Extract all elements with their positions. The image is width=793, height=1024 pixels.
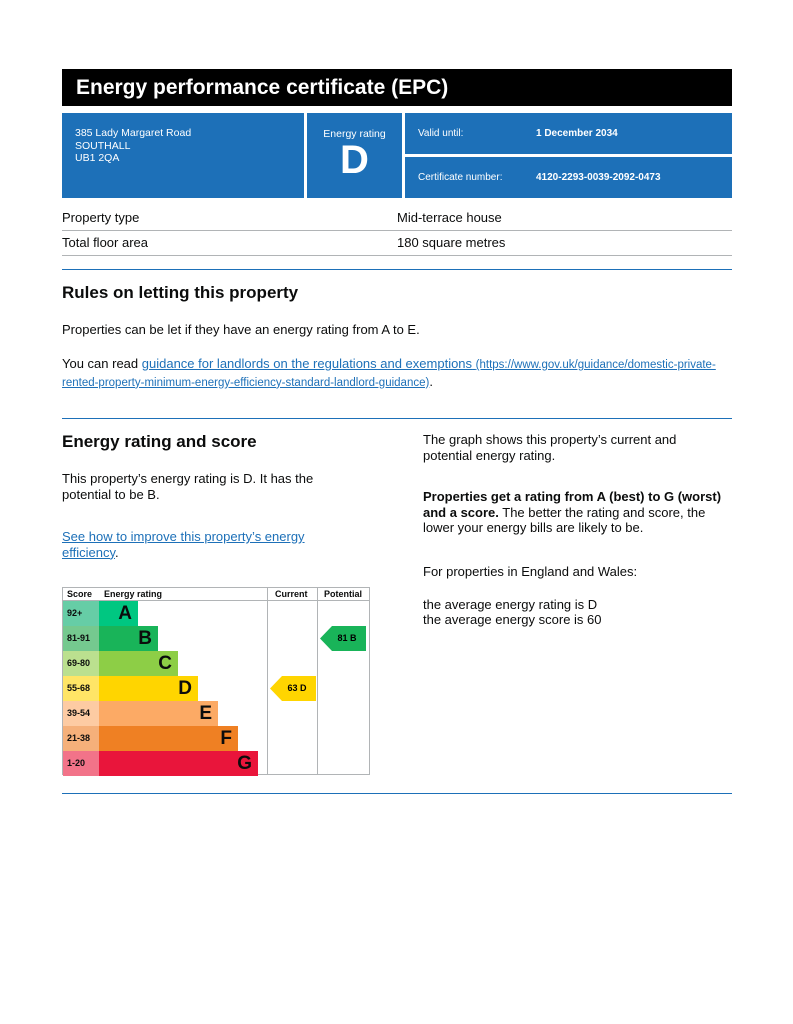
text: The better the rating and score, the low… — [423, 504, 706, 536]
energy-rating-box: Energy rating D — [307, 113, 402, 198]
score-heading: Energy rating and score — [62, 432, 257, 451]
header-divider — [63, 600, 369, 601]
row-label: Property type — [62, 210, 140, 225]
current-rating-arrow: 63 D — [270, 676, 316, 701]
score-range-E: 39-54 — [63, 701, 99, 726]
property-type-row: Property type Mid-terrace house — [62, 206, 732, 231]
address-line: 385 Lady Margaret Road — [75, 127, 192, 139]
rating-explanation: Properties get a rating from A (best) to… — [423, 489, 733, 536]
guidance-link[interactable]: guidance for landlords on the regulation… — [62, 356, 716, 389]
improve-paragraph: See how to improve this property’s energ… — [62, 529, 332, 560]
row-value: Mid-terrace house — [397, 210, 502, 225]
rating-bar-D: D — [99, 676, 198, 701]
energy-rating-value: D — [340, 138, 369, 182]
certificate-value: 4120-2293-0039-2092-0473 — [536, 172, 661, 183]
header-potential: Potential — [324, 589, 363, 599]
graph-explanation: The graph shows this property’s current … — [423, 432, 677, 463]
certificate-number: Certificate number: 4120-2293-0039-2092-… — [405, 157, 732, 198]
energy-rating-chart: Score Energy rating Current Potential 92… — [62, 587, 370, 776]
valid-until-label: Valid until: — [418, 128, 464, 139]
certificate-label: Certificate number: — [418, 172, 503, 183]
score-range-G: 1-20 — [63, 751, 99, 776]
address-line: UB1 2QA — [75, 152, 120, 164]
rating-bar-A: A — [99, 601, 138, 626]
rating-bar-G: G — [99, 751, 258, 776]
text: You can read — [62, 356, 142, 371]
potential-rating-arrow: 81 B — [320, 626, 366, 651]
text: . — [115, 544, 119, 560]
improve-link[interactable]: See how to improve this property’s energ… — [62, 529, 305, 560]
header-score: Score — [67, 589, 93, 599]
rating-bar-E: E — [99, 701, 218, 726]
page-title: Energy performance certificate (EPC) — [62, 69, 732, 106]
rules-heading: Rules on letting this property — [62, 283, 299, 302]
valid-until-value: 1 December 2034 — [536, 128, 618, 139]
header-energy-rating: Energy rating — [104, 589, 163, 599]
column-divider — [317, 588, 318, 774]
energy-rating-label: Energy rating — [323, 128, 386, 140]
score-range-D: 55-68 — [63, 676, 99, 701]
link-url: (https://www.gov.uk/guidance/domestic-pr… — [62, 359, 716, 389]
header-current: Current — [275, 589, 308, 599]
score-range-B: 81-91 — [63, 626, 99, 651]
average-rating: the average energy rating is D — [423, 597, 598, 612]
valid-until: Valid until: 1 December 2034 — [405, 113, 732, 154]
score-range-A: 92+ — [63, 601, 99, 626]
rating-bar-F: F — [99, 726, 238, 751]
address: 385 Lady Margaret Road SOUTHALL UB1 2QA — [62, 113, 304, 198]
text: . — [429, 373, 433, 389]
score-range-C: 69-80 — [63, 651, 99, 676]
rules-text: Properties can be let if they have an en… — [62, 322, 420, 337]
score-range-F: 21-38 — [63, 726, 99, 751]
row-label: Total floor area — [62, 235, 148, 250]
divider — [62, 793, 732, 794]
column-divider — [267, 588, 268, 774]
rating-bar-B: B — [99, 626, 158, 651]
divider — [62, 418, 732, 419]
address-line: SOUTHALL — [75, 139, 131, 152]
average-score: the average energy score is 60 — [423, 612, 602, 627]
link-text: guidance for landlords on the regulation… — [141, 356, 473, 371]
bold-text: Properties get a rating from A (best) to… — [423, 489, 722, 520]
rating-bar-C: C — [99, 651, 178, 676]
floor-area-row: Total floor area 180 square metres — [62, 231, 732, 256]
rules-guidance: You can read guidance for landlords on t… — [62, 356, 722, 391]
score-text: This property’s energy rating is D. It h… — [62, 471, 314, 502]
divider — [62, 269, 732, 270]
row-value: 180 square metres — [397, 235, 506, 250]
region-text: For properties in England and Wales: — [423, 564, 638, 579]
